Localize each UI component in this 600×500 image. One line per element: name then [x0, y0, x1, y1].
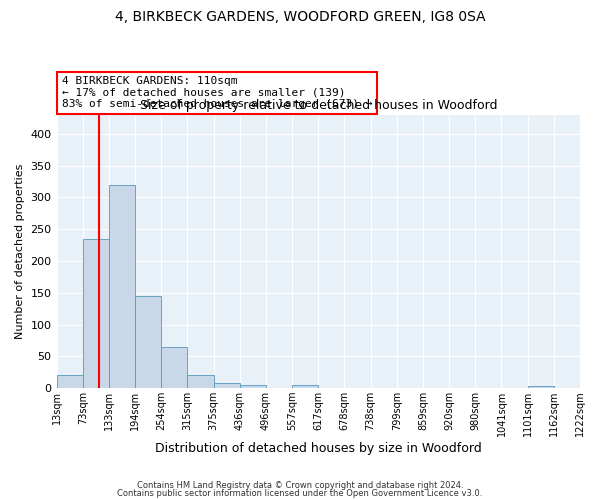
Bar [527, 386, 554, 388]
Bar [240, 385, 266, 388]
X-axis label: Distribution of detached houses by size in Woodford: Distribution of detached houses by size … [155, 442, 482, 455]
Bar [83, 239, 109, 388]
Text: 4 BIRKBECK GARDENS: 110sqm
← 17% of detached houses are smaller (139)
83% of sem: 4 BIRKBECK GARDENS: 110sqm ← 17% of deta… [62, 76, 372, 110]
Bar [109, 185, 135, 388]
Text: Contains HM Land Registry data © Crown copyright and database right 2024.: Contains HM Land Registry data © Crown c… [137, 481, 463, 490]
Text: 4, BIRKBECK GARDENS, WOODFORD GREEN, IG8 0SA: 4, BIRKBECK GARDENS, WOODFORD GREEN, IG8… [115, 10, 485, 24]
Bar [135, 296, 161, 388]
Y-axis label: Number of detached properties: Number of detached properties [15, 164, 25, 339]
Bar [187, 376, 214, 388]
Text: Contains public sector information licensed under the Open Government Licence v3: Contains public sector information licen… [118, 488, 482, 498]
Bar [56, 376, 83, 388]
Bar [214, 383, 240, 388]
Bar [292, 385, 318, 388]
Title: Size of property relative to detached houses in Woodford: Size of property relative to detached ho… [140, 100, 497, 112]
Bar [161, 347, 187, 388]
